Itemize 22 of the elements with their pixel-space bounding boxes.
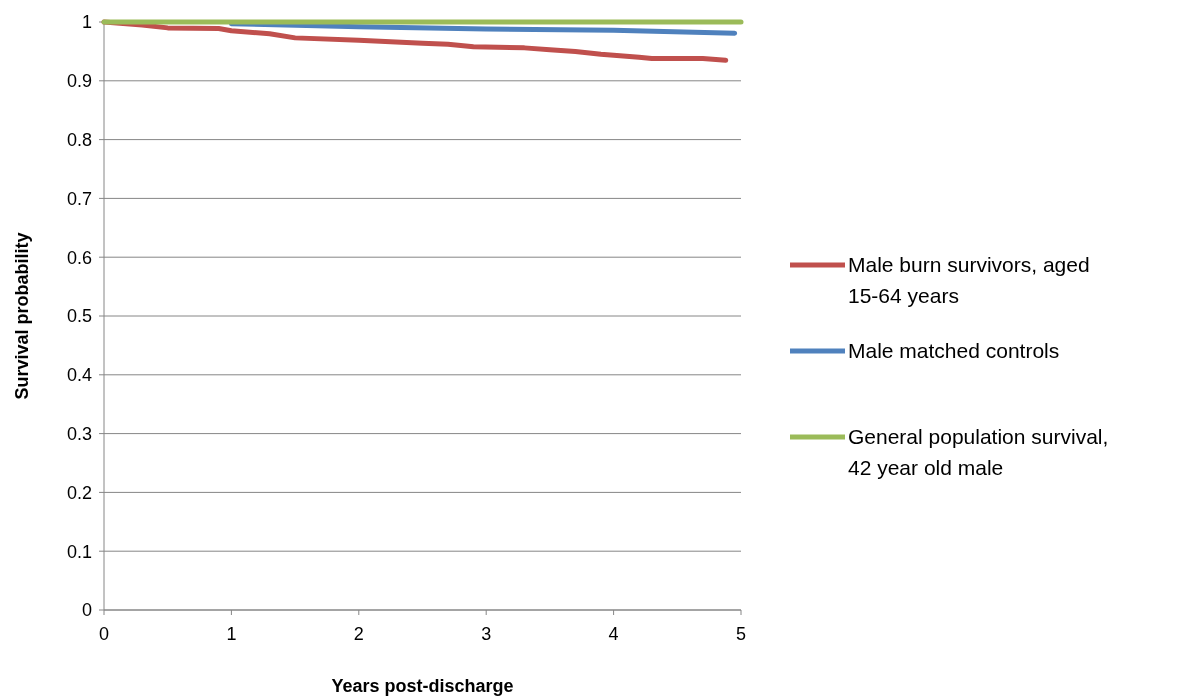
y-tick-label: 0.1 (66, 541, 92, 562)
y-axis-title: Survival probability (12, 232, 32, 400)
x-tick-label: 0 (98, 624, 110, 644)
y-tick-label: 1 (81, 12, 92, 33)
legend-label: Male burn survivors, aged 15-64 years (848, 253, 1090, 307)
x-tick-label: 4 (608, 624, 619, 644)
y-tick-label: 0.8 (66, 129, 92, 150)
y-tick-label: 0.6 (66, 247, 92, 268)
x-tick-label: 1 (226, 624, 237, 644)
y-tick-label: 0.4 (66, 365, 92, 386)
x-axis-title: Years post-discharge (331, 676, 514, 696)
legend-label: Male matched controls (848, 339, 1060, 363)
y-tick-label: 0.3 (66, 423, 92, 444)
x-tick-label: 3 (481, 624, 492, 644)
y-tick-label: 0 (81, 600, 92, 621)
x-tick-label: 2 (353, 624, 364, 644)
y-tick-label: 0.7 (66, 188, 92, 209)
y-tick-label: 0.5 (66, 306, 92, 327)
x-tick-label: 5 (735, 624, 747, 644)
y-tick-label: 0.9 (66, 71, 92, 92)
legend-label: General population survival, 42 year old male (848, 425, 1109, 479)
y-tick-label: 0.2 (66, 482, 92, 503)
